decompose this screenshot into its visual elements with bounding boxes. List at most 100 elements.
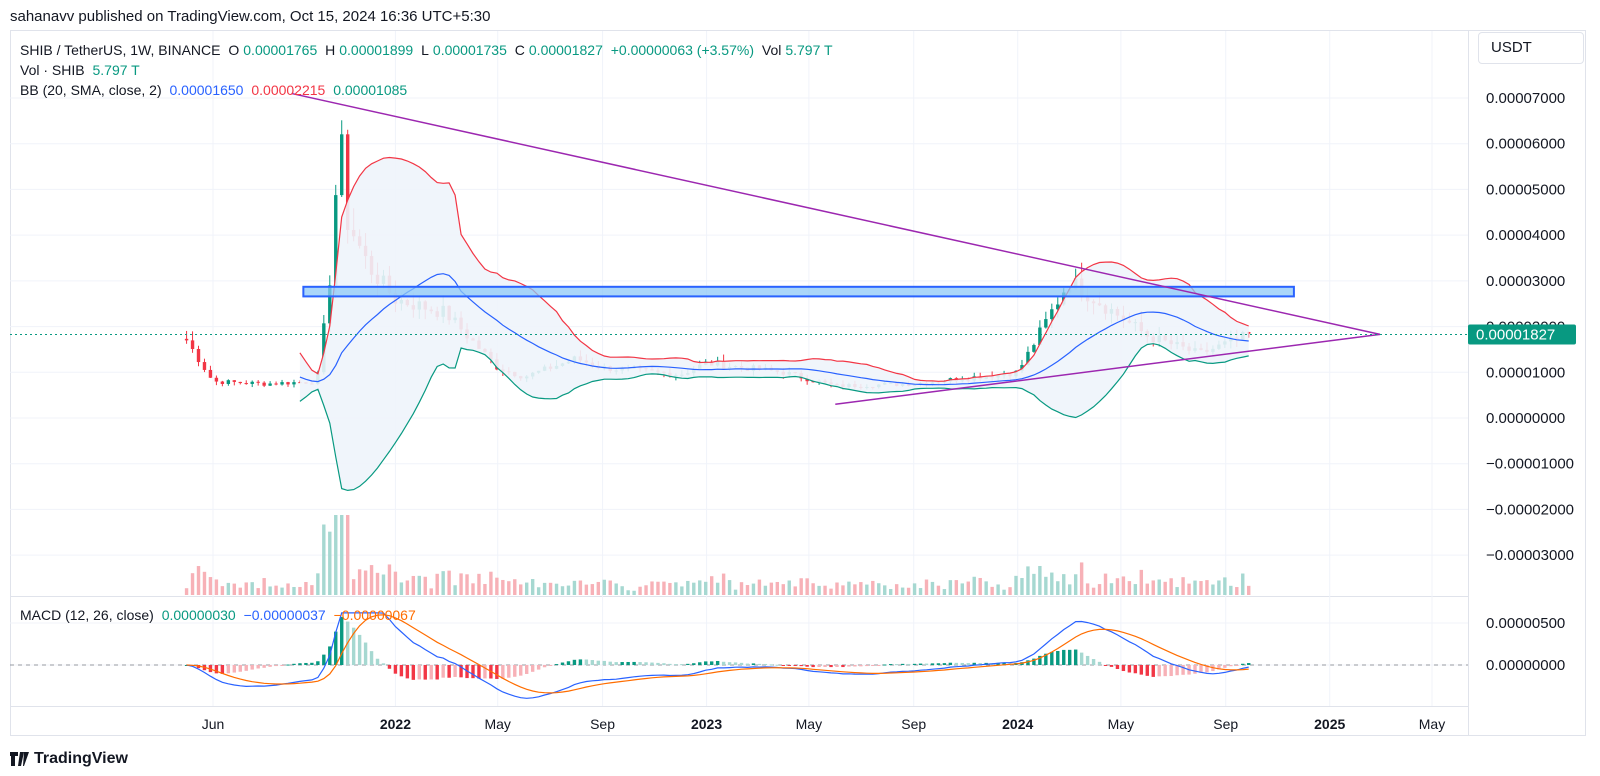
- volume-bar: [1181, 577, 1185, 595]
- volume-bar: [1008, 587, 1012, 595]
- volume-bar: [483, 583, 487, 595]
- candle-body: [274, 383, 278, 385]
- macd-histogram-bar: [877, 665, 881, 666]
- macd-histogram-bar: [429, 665, 433, 680]
- candle-body: [226, 380, 231, 384]
- candle-body: [1050, 309, 1054, 320]
- candle-body: [190, 340, 195, 349]
- volume-bar: [268, 586, 272, 595]
- macd-histogram-bar: [972, 662, 976, 665]
- macd-histogram-bar: [447, 665, 451, 678]
- volume-study-label[interactable]: Vol · SHIB: [20, 62, 85, 78]
- volume-bar: [704, 581, 708, 595]
- macd-histogram-bar: [268, 665, 272, 667]
- volume-bar: [1068, 584, 1072, 595]
- macd-histogram-bar: [680, 664, 684, 666]
- volume-bar: [202, 571, 207, 595]
- volume-bar: [184, 588, 189, 595]
- volume-bar: [727, 580, 732, 595]
- volume-bar: [1229, 585, 1233, 595]
- volume-bar: [530, 579, 535, 595]
- macd-histogram-bar: [1247, 663, 1251, 665]
- volume-bar: [1056, 581, 1060, 595]
- x-tick-label: May: [484, 716, 510, 732]
- volume-bar: [411, 575, 416, 595]
- macd-histogram-bar: [274, 665, 278, 667]
- macd-histogram-bar: [674, 664, 678, 666]
- vol-value: 5.797 T: [785, 42, 833, 58]
- macd-histogram-bar: [620, 662, 624, 665]
- x-tick-label: Jun: [202, 716, 225, 732]
- volume-bar: [978, 577, 982, 595]
- macd-histogram-bar: [1229, 665, 1233, 667]
- volume-bar: [244, 582, 248, 595]
- volume-bar: [1050, 572, 1054, 595]
- volume-bar: [1014, 575, 1018, 595]
- volume-bar: [554, 583, 559, 595]
- volume-bar: [453, 585, 457, 595]
- macd-histogram-bar: [566, 661, 571, 665]
- currency-selector[interactable]: USDT: [1478, 32, 1584, 64]
- macd-histogram-bar: [578, 659, 583, 665]
- macd-histogram-bar: [847, 665, 851, 667]
- bb-study-label[interactable]: BB (20, SMA, close, 2): [20, 82, 162, 98]
- volume-bar: [351, 579, 356, 595]
- volume-bar: [304, 581, 308, 595]
- volume-bar: [954, 580, 959, 595]
- volume-bar: [363, 570, 368, 595]
- volume-bar: [608, 580, 612, 595]
- symbol-label[interactable]: SHIB / TetherUS, 1W, BINANCE: [20, 42, 221, 58]
- candle-body: [220, 381, 225, 384]
- price-scale-divider: [1468, 30, 1469, 736]
- volume-bar: [1169, 578, 1173, 595]
- candle-body: [1056, 304, 1060, 310]
- macd-histogram-bar: [375, 658, 380, 665]
- macd-histogram-bar: [859, 665, 863, 667]
- macd-histogram-bar: [590, 660, 595, 665]
- macd-histogram-bar: [286, 664, 290, 666]
- low-value: 0.00001735: [432, 42, 507, 58]
- macd-histogram-bar: [334, 631, 338, 665]
- macd-histogram-bar: [316, 661, 320, 665]
- macd-histogram-bar: [602, 660, 606, 665]
- macd-histogram-bar: [363, 642, 368, 665]
- macd-histogram-bar: [513, 665, 517, 677]
- volume-bar: [393, 571, 398, 595]
- volume-bar: [459, 573, 463, 595]
- candle-body: [184, 338, 189, 341]
- volume-bar: [614, 583, 618, 595]
- footer-brand[interactable]: TradingView: [10, 750, 128, 768]
- volume-bar: [739, 582, 744, 595]
- macd-histogram-bar: [1026, 660, 1030, 665]
- macd-histogram-bar: [775, 664, 780, 666]
- volume-bar: [829, 588, 833, 595]
- y-tick-label: −0.00002000: [1486, 501, 1574, 518]
- volume-bar: [292, 586, 296, 595]
- macd-histogram-bar: [787, 665, 791, 666]
- candle-body: [322, 323, 326, 373]
- volume-bar: [888, 589, 893, 595]
- candle-body: [345, 134, 350, 230]
- pane-divider[interactable]: [10, 596, 1469, 597]
- volume-bar: [1241, 573, 1245, 595]
- macd-histogram-bar: [1139, 665, 1144, 675]
- macd-histogram-bar: [220, 665, 225, 674]
- macd-histogram-bar: [1121, 665, 1126, 672]
- volume-bar: [465, 574, 469, 595]
- volume-bar: [1157, 579, 1161, 595]
- vol-label: Vol: [761, 42, 782, 58]
- volume-bar: [328, 531, 332, 595]
- macd-histogram-bar: [1038, 655, 1042, 665]
- volume-bar: [1091, 587, 1096, 595]
- macd-study-label[interactable]: MACD (12, 26, close): [20, 607, 154, 623]
- trendline-descending: [291, 92, 1381, 336]
- volume-bar: [984, 581, 988, 595]
- volume-bar: [441, 571, 445, 595]
- macd-histogram-bar: [829, 665, 833, 668]
- open-value: 0.00001765: [243, 42, 318, 58]
- volume-bar: [638, 586, 642, 595]
- macd-histogram-bar: [811, 665, 815, 668]
- macd-histogram-bar: [471, 665, 475, 679]
- candle-body: [328, 285, 332, 324]
